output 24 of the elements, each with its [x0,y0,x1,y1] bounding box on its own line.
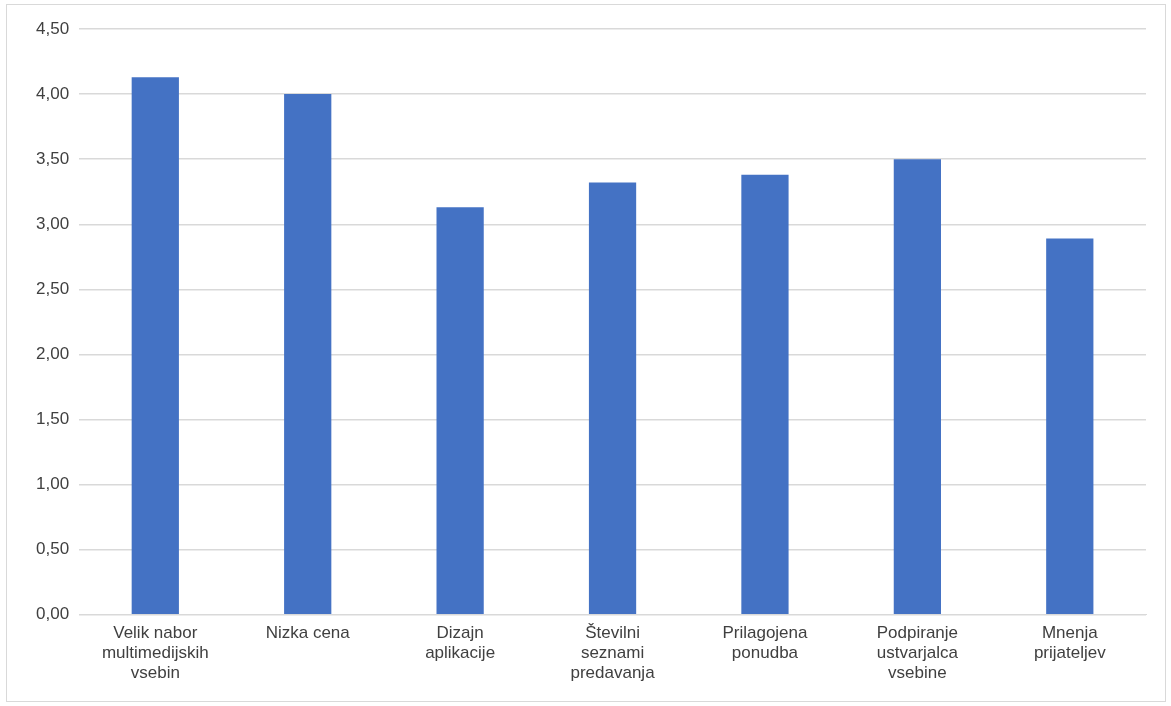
x-tick-label: Velik nabor multimedijskih vsebin [101,622,209,683]
bar [284,94,332,615]
x-tick-label: Dizajn aplikacije [425,622,496,663]
y-tick-label: 0,00 [35,604,70,624]
y-tick-label: 4,50 [35,18,70,38]
x-tick-label: Podpiranje ustvarjalca vsebine [876,622,959,683]
bar [131,77,179,615]
x-tick-label: Prilagojena ponudba [722,622,809,663]
y-tick-label: 2,00 [35,344,70,364]
y-tick-label: 3,00 [35,213,70,233]
y-tick-label: 2,50 [35,279,70,299]
bar [436,207,484,615]
bar [588,182,637,615]
bar [741,174,789,615]
y-tick-label: 1,00 [35,474,70,494]
y-tick-label: 1,50 [35,409,70,429]
x-tick-label: Nizka cena [265,622,351,642]
bar [893,159,941,615]
x-tick-label: Mnenja prijateljev [1033,622,1107,663]
y-tick-label: 0,50 [35,539,70,559]
x-tick-label: Številni seznami predavanja [570,622,656,683]
y-tick-label: 4,00 [35,83,70,103]
bar [1046,238,1094,615]
y-tick-label: 3,50 [35,148,70,168]
